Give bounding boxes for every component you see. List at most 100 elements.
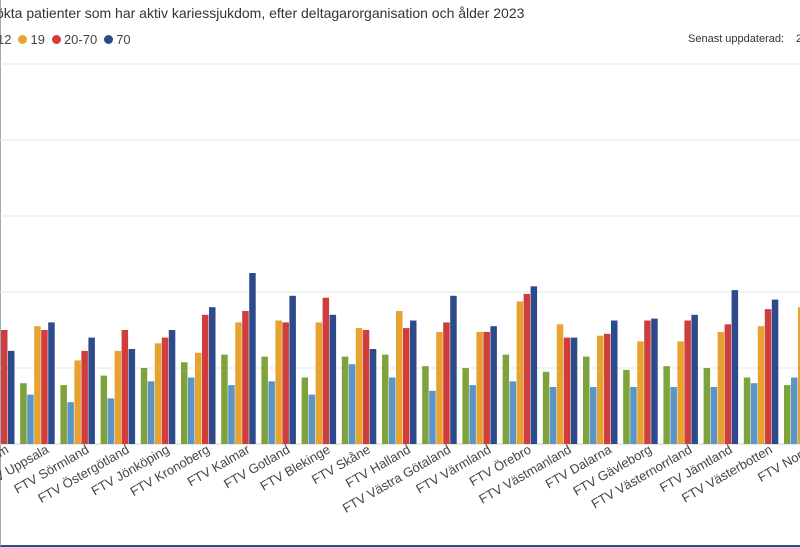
bar[interactable] <box>282 322 289 444</box>
bar[interactable] <box>308 394 316 444</box>
bar[interactable] <box>436 331 443 444</box>
bar[interactable] <box>235 322 242 444</box>
bar[interactable] <box>100 375 108 444</box>
bar[interactable] <box>530 286 538 444</box>
bar[interactable] <box>549 387 557 444</box>
bar[interactable] <box>490 326 497 444</box>
bar[interactable] <box>348 364 356 444</box>
bar[interactable] <box>221 354 228 444</box>
bar[interactable] <box>369 349 377 444</box>
bar[interactable] <box>228 385 235 444</box>
bar[interactable] <box>798 307 800 444</box>
bar[interactable] <box>443 322 450 444</box>
bar[interactable] <box>611 320 618 445</box>
bar[interactable] <box>750 383 758 444</box>
bar[interactable] <box>670 387 677 444</box>
bar[interactable] <box>556 324 564 444</box>
bar[interactable] <box>623 369 630 444</box>
bar[interactable] <box>195 352 202 444</box>
bar[interactable] <box>329 314 337 444</box>
bar[interactable] <box>34 326 41 444</box>
bar[interactable] <box>476 331 483 444</box>
legend-item[interactable]: 19 <box>18 32 45 47</box>
bar[interactable] <box>483 331 490 444</box>
bar[interactable] <box>128 349 136 444</box>
bar[interactable] <box>81 350 88 444</box>
bar[interactable] <box>88 337 95 444</box>
bar[interactable] <box>20 383 27 444</box>
bar[interactable] <box>743 377 751 445</box>
bar[interactable] <box>663 366 670 444</box>
bar[interactable] <box>502 354 510 444</box>
legend-item[interactable]: 20-70 <box>51 32 97 47</box>
bar[interactable] <box>268 381 275 444</box>
bar[interactable] <box>67 402 74 444</box>
bar[interactable] <box>202 314 209 444</box>
legend-item[interactable]: 70 <box>104 32 131 47</box>
bar[interactable] <box>140 368 148 444</box>
bar[interactable] <box>583 356 590 444</box>
bar[interactable] <box>516 301 524 445</box>
bar[interactable] <box>604 333 611 444</box>
bar[interactable] <box>450 295 457 444</box>
bar[interactable] <box>1 330 8 444</box>
bar[interactable] <box>703 368 711 444</box>
bar[interactable] <box>509 381 517 444</box>
bar[interactable] <box>590 387 597 444</box>
bar[interactable] <box>523 293 531 444</box>
bar[interactable] <box>41 330 48 444</box>
bar[interactable] <box>341 356 349 444</box>
bar[interactable] <box>791 377 798 445</box>
bar[interactable] <box>717 331 725 444</box>
bar[interactable] <box>107 398 115 444</box>
bar[interactable] <box>322 297 330 444</box>
bar[interactable] <box>396 311 403 444</box>
bar[interactable] <box>301 377 309 445</box>
bar[interactable] <box>469 385 476 444</box>
bar[interactable] <box>154 343 162 444</box>
bar[interactable] <box>563 337 571 444</box>
bar[interactable] <box>147 381 155 444</box>
bar[interactable] <box>630 387 637 444</box>
bar[interactable] <box>315 322 323 444</box>
bar[interactable] <box>771 299 779 444</box>
bar[interactable] <box>275 320 282 445</box>
bar[interactable] <box>209 307 216 444</box>
bar[interactable] <box>710 387 718 444</box>
bar[interactable] <box>289 295 296 444</box>
bar[interactable] <box>684 320 691 445</box>
bar[interactable] <box>362 330 370 444</box>
bar[interactable] <box>355 328 363 444</box>
bar[interactable] <box>570 337 578 444</box>
bar[interactable] <box>27 394 34 444</box>
bar[interactable] <box>429 390 436 444</box>
bar[interactable] <box>261 356 268 444</box>
bar[interactable] <box>677 341 684 444</box>
bar[interactable] <box>121 330 129 444</box>
bar[interactable] <box>60 385 67 444</box>
bar[interactable] <box>542 371 550 444</box>
bar[interactable] <box>462 368 469 444</box>
bar[interactable] <box>403 328 410 444</box>
bar[interactable] <box>8 350 15 444</box>
bar[interactable] <box>161 337 169 444</box>
bar[interactable] <box>74 360 81 444</box>
bar[interactable] <box>188 377 195 445</box>
bar[interactable] <box>651 318 658 444</box>
bar[interactable] <box>597 335 604 444</box>
bar[interactable] <box>242 311 249 444</box>
bar[interactable] <box>724 324 732 444</box>
bar[interactable] <box>382 354 389 444</box>
bar[interactable] <box>637 341 644 444</box>
bar[interactable] <box>48 322 55 444</box>
bar[interactable] <box>410 320 417 445</box>
bar[interactable] <box>764 309 772 444</box>
bar[interactable] <box>757 326 765 444</box>
bar[interactable] <box>691 314 698 444</box>
bar[interactable] <box>168 330 176 444</box>
bar[interactable] <box>784 385 791 444</box>
bar[interactable] <box>644 320 651 445</box>
bar[interactable] <box>249 273 256 444</box>
bar[interactable] <box>181 362 188 444</box>
legend-item[interactable]: 12 <box>0 32 11 47</box>
